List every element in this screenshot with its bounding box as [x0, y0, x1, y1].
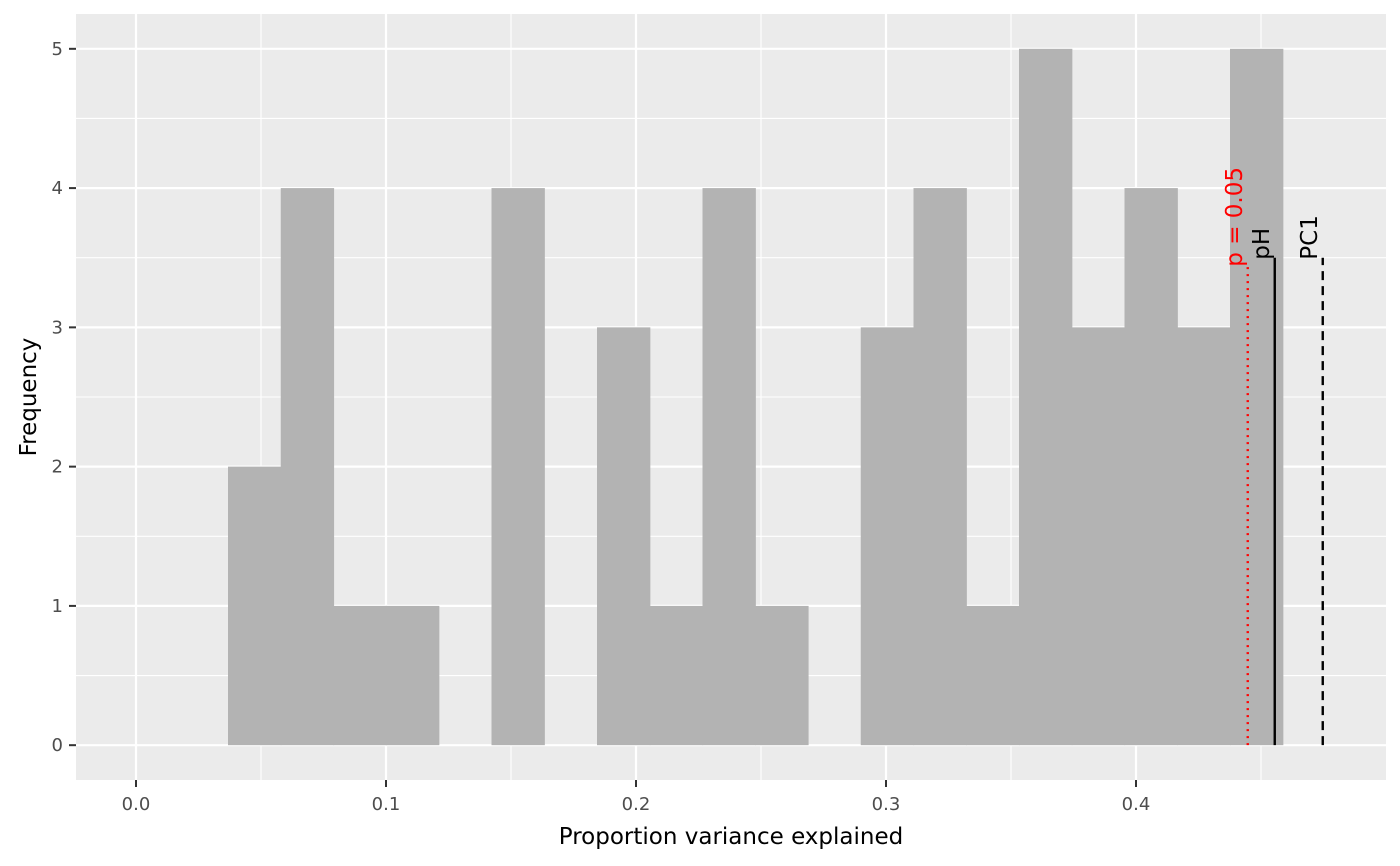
- y-tick-label: 0: [52, 735, 63, 756]
- x-axis-ticks: 0.0 0.1 0.2 0.3 0.4: [122, 780, 1151, 815]
- x-tick-label: 0.1: [372, 794, 401, 815]
- x-tick-label: 0.0: [122, 794, 151, 815]
- histogram-bar: [491, 188, 545, 746]
- histogram-bar: [966, 605, 1020, 746]
- y-axis-ticks: 0 1 2 3 4 5: [52, 39, 76, 756]
- x-axis-title: Proportion variance explained: [559, 824, 903, 850]
- reference-line-label: p = 0.05: [1222, 167, 1248, 267]
- y-tick-label: 3: [52, 317, 63, 338]
- histogram-bar: [228, 466, 282, 746]
- histogram-bar: [597, 327, 651, 746]
- histogram-bar: [333, 605, 387, 746]
- histogram-bar: [1177, 327, 1231, 746]
- histogram-bar: [860, 327, 915, 746]
- y-tick-label: 5: [52, 39, 63, 60]
- histogram-bar: [649, 605, 704, 746]
- y-tick-label: 4: [52, 178, 63, 199]
- y-tick-label: 1: [52, 596, 63, 617]
- histogram-bar: [1019, 48, 1073, 746]
- y-axis-title: Frequency: [16, 338, 42, 457]
- histogram-bar: [1071, 327, 1126, 746]
- histogram-bar: [913, 188, 967, 746]
- x-tick-label: 0.4: [1122, 794, 1151, 815]
- histogram-bar: [386, 605, 440, 746]
- reference-lines: p = 0.05 pH PC1: [1222, 167, 1324, 746]
- x-tick-label: 0.2: [622, 794, 651, 815]
- histogram-bar: [280, 188, 335, 746]
- histogram-bar: [1124, 188, 1178, 746]
- histogram-bar: [755, 605, 809, 746]
- reference-line-label: PC1: [1297, 215, 1323, 260]
- histogram-bar: [702, 188, 756, 746]
- x-tick-label: 0.3: [872, 794, 901, 815]
- reference-line-label: pH: [1249, 228, 1275, 260]
- y-tick-label: 2: [52, 457, 63, 478]
